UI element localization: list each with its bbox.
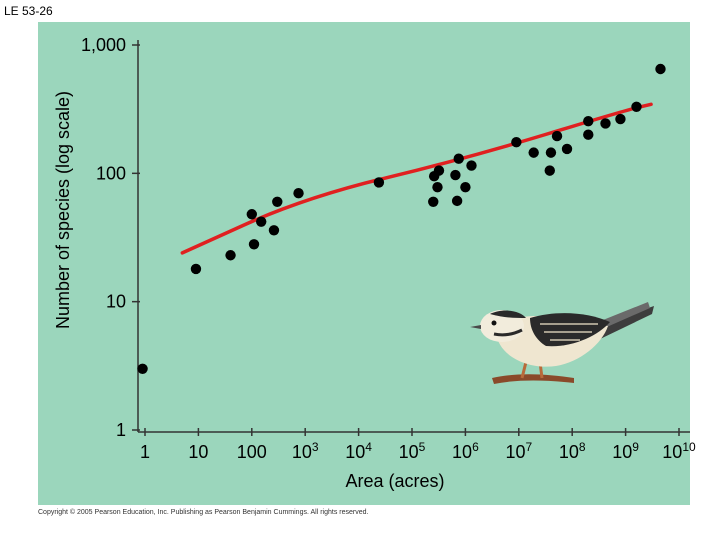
x-tick-label: 109 — [612, 440, 639, 462]
y-axis-title: Number of species (log scale) — [53, 91, 73, 329]
data-point — [373, 177, 385, 188]
data-point — [655, 63, 666, 75]
data-point — [466, 160, 477, 171]
data-point — [293, 188, 304, 199]
data-point — [615, 113, 626, 125]
x-tick-label: 100 — [237, 442, 267, 462]
x-tick-label: 104 — [345, 440, 372, 462]
x-axis-title: Area (acres) — [345, 471, 444, 491]
trend-line — [180, 102, 653, 255]
data-point — [248, 239, 260, 250]
x-tick-label: 108 — [559, 440, 586, 462]
x-tick-label: 107 — [505, 440, 532, 462]
x-tick-label: 105 — [399, 440, 426, 462]
data-point — [450, 169, 461, 181]
data-point — [432, 181, 443, 193]
slide-id: LE 53-26 — [4, 4, 53, 18]
data-point — [256, 216, 267, 227]
points-group — [137, 63, 666, 374]
data-point — [225, 250, 236, 261]
x-tick-label: 106 — [452, 440, 479, 462]
data-point — [268, 225, 280, 236]
data-point — [137, 363, 148, 374]
data-point — [451, 195, 463, 207]
data-point — [583, 129, 594, 140]
data-point — [453, 153, 464, 164]
x-tick-label: 1 — [140, 442, 150, 462]
data-point — [190, 263, 202, 275]
y-tick-label: 1 — [116, 420, 126, 440]
data-point — [428, 196, 439, 208]
y-tick-label: 1,000 — [81, 35, 126, 55]
data-point — [583, 115, 594, 127]
data-point — [246, 209, 257, 220]
data-point — [631, 101, 642, 112]
data-point — [545, 147, 557, 158]
data-point — [460, 181, 471, 193]
trend-line-group — [180, 102, 653, 255]
bird-illustration-icon — [470, 302, 654, 384]
x-tick-label: 103 — [292, 440, 319, 462]
y-tick-label: 100 — [96, 163, 126, 183]
data-point — [561, 143, 573, 155]
data-point — [511, 136, 522, 148]
data-point — [600, 118, 611, 129]
data-point — [544, 165, 555, 176]
ticks: 1 10 100 1,000 1 10 100 103 104 105 106 107 108 109 10… — [53, 35, 696, 491]
copyright-notice: Copyright © 2005 Pearson Education, Inc.… — [38, 509, 369, 516]
x-tick-label: 1010 — [662, 440, 696, 462]
chart-panel — [38, 22, 690, 505]
data-point — [272, 196, 283, 208]
y-tick-label: 10 — [106, 292, 126, 312]
x-tick-label: 10 — [188, 442, 208, 462]
data-point — [433, 165, 445, 176]
data-point — [528, 147, 539, 158]
data-point — [551, 130, 563, 142]
